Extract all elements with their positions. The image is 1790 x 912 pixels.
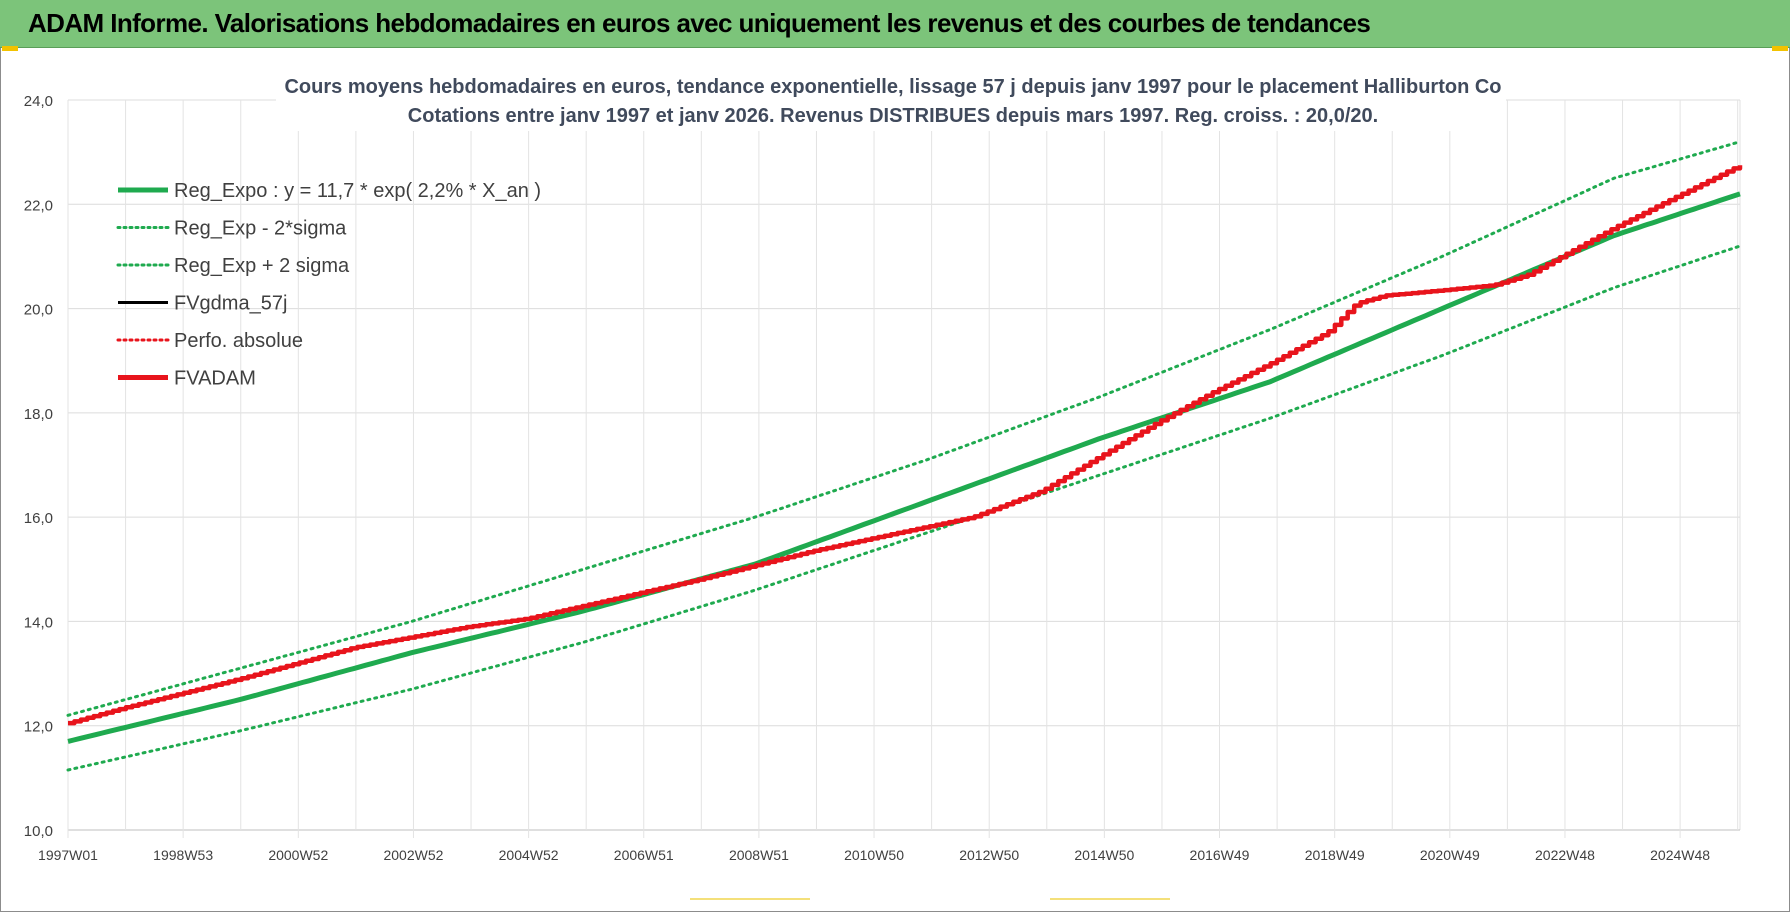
x-tick-label: 2004W52 — [499, 847, 559, 863]
x-axis: 1997W01 1998W53 2000W52 2002W52 2004W52 2006W… — [38, 847, 1710, 863]
chart-title-line2: Cotations entre janv 1997 et janv 2026. … — [408, 105, 1378, 127]
x-tick-label: 2010W50 — [844, 847, 904, 863]
report-banner: ADAM Informe. Valorisations hebdomadaire… — [0, 0, 1790, 48]
chart-title-line1: Cours moyens hebdomadaires en euros, ten… — [284, 76, 1501, 98]
footer-accent-left — [690, 898, 810, 900]
x-tick-label: 2000W52 — [268, 847, 328, 863]
y-tick-label: 24,0 — [24, 93, 53, 110]
series-line — [66, 244, 1742, 772]
x-tick-label: 2012W50 — [959, 847, 1019, 863]
y-tick-label: 18,0 — [24, 406, 53, 423]
legend-label: Perfo. absolue — [174, 330, 303, 352]
legend-label: Reg_Exp + 2 sigma — [174, 255, 350, 277]
x-tick-label: 2018W49 — [1305, 847, 1365, 863]
y-tick-label: 12,0 — [24, 719, 53, 736]
x-tick-label: 2022W48 — [1535, 847, 1595, 863]
chart-canvas: Cours moyens hebdomadaires en euros, ten… — [24, 71, 1743, 863]
x-tick-label: 2024W48 — [1650, 847, 1710, 863]
corner-marker-right — [1772, 46, 1788, 51]
legend-label: Reg_Exp - 2*sigma — [174, 218, 347, 240]
series-lines — [66, 140, 1743, 772]
legend-label: FVADAM — [174, 368, 256, 390]
x-tick-label: 2008W51 — [729, 847, 789, 863]
x-tick-label: 2020W49 — [1420, 847, 1480, 863]
series-line — [66, 140, 1742, 717]
y-tick-label: 16,0 — [24, 510, 53, 527]
title-background — [276, 71, 1506, 131]
series-line — [68, 165, 1743, 726]
x-tick-label: 2016W49 — [1190, 847, 1250, 863]
legend-label: FVgdma_57j — [174, 293, 287, 315]
x-tick-label: 2002W52 — [383, 847, 443, 863]
y-axis: 10,0 12,0 14,0 16,0 18,0 20,0 22,0 24,0 — [24, 93, 53, 840]
grid-lines — [67, 99, 1741, 838]
x-tick-label: 2006W51 — [614, 847, 674, 863]
y-tick-label: 20,0 — [24, 302, 53, 319]
legend-label: Reg_Expo : y = 11,7 * exp( 2,2% * X_an ) — [174, 180, 541, 202]
x-tick-label: 1998W53 — [153, 847, 213, 863]
y-tick-label: 22,0 — [24, 197, 53, 214]
footer-accent-right — [1050, 898, 1170, 900]
x-tick-label: 1997W01 — [38, 847, 98, 863]
y-tick-label: 10,0 — [24, 823, 53, 840]
corner-marker-left — [2, 46, 18, 51]
y-tick-label: 14,0 — [24, 614, 53, 631]
report-title: ADAM Informe. Valorisations hebdomadaire… — [28, 8, 1371, 38]
legend: Reg_Expo : y = 11,7 * exp( 2,2% * X_an )… — [116, 180, 541, 390]
x-tick-label: 2014W50 — [1074, 847, 1134, 863]
